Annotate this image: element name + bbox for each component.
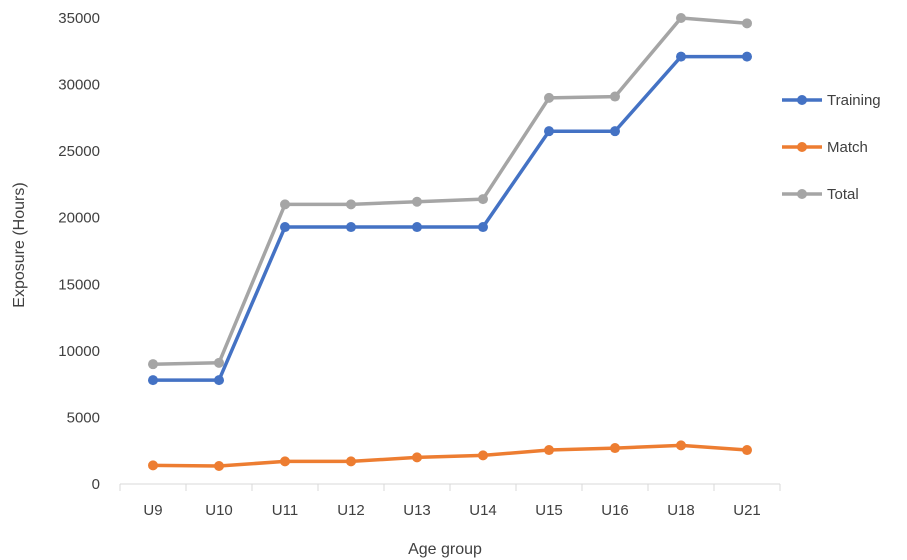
point-training: [742, 51, 752, 62]
y-tick-label: 10000: [58, 343, 100, 360]
legend: Training Match Total: [782, 92, 881, 203]
point-total: [280, 199, 290, 210]
y-tick-label: 35000: [58, 10, 100, 27]
legend-marker-match: [797, 142, 807, 152]
y-tick-label: 30000: [58, 77, 100, 94]
point-total: [346, 199, 356, 210]
y-tick-label: 0: [92, 476, 100, 493]
x-axis: U9 U10 U11 U12 U13 U14 U15 U16 U18 U21: [119, 483, 781, 519]
point-training: [676, 51, 686, 62]
point-match: [610, 443, 620, 454]
point-total: [544, 92, 554, 103]
point-training: [544, 126, 554, 137]
y-tick-label: 25000: [58, 143, 100, 160]
y-tick-label: 5000: [67, 409, 100, 426]
point-match: [544, 445, 554, 456]
point-training: [214, 375, 224, 386]
x-tick-label: U18: [667, 502, 695, 519]
point-match: [478, 450, 488, 461]
point-match: [412, 452, 422, 463]
x-tick-label: U14: [469, 502, 497, 519]
x-tick-label: U13: [403, 502, 431, 519]
legend-label-match: Match: [827, 139, 868, 156]
legend-marker-training: [797, 95, 807, 105]
point-training: [478, 222, 488, 233]
x-tick-label: U15: [535, 502, 563, 519]
x-tick-label: U12: [337, 502, 365, 519]
plot-series: [148, 13, 752, 472]
y-tick-label: 15000: [58, 276, 100, 293]
point-total: [214, 357, 224, 368]
point-training: [412, 222, 422, 233]
point-total: [148, 359, 158, 370]
point-training: [346, 222, 356, 233]
point-match: [214, 461, 224, 472]
y-axis-title: Exposure (Hours): [11, 182, 28, 307]
y-tick-label: 20000: [58, 210, 100, 227]
x-tick-label: U9: [143, 502, 162, 519]
x-axis-title: Age group: [408, 541, 482, 558]
point-total: [676, 13, 686, 23]
point-match: [742, 445, 752, 456]
point-match: [280, 456, 290, 467]
point-match: [676, 440, 686, 451]
point-match: [148, 460, 158, 471]
y-axis-ticks: 0 5000 10000 15000 20000 25000 30000 35000: [58, 10, 100, 493]
legend-label-training: Training: [827, 92, 881, 109]
point-training: [280, 222, 290, 233]
legend-label-total: Total: [827, 186, 859, 203]
point-training: [148, 375, 158, 386]
point-total: [412, 196, 422, 207]
point-total: [478, 194, 488, 205]
series-line-training: [153, 54, 747, 382]
x-tick-label: U11: [272, 502, 298, 519]
point-match: [346, 456, 356, 467]
series-line-total: [152, 16, 748, 366]
legend-marker-total: [797, 189, 807, 199]
point-training: [610, 126, 620, 137]
point-total: [610, 91, 620, 102]
x-tick-label: U10: [205, 502, 233, 519]
point-total: [742, 18, 752, 29]
x-tick-label: U21: [733, 502, 761, 519]
series-line-match: [152, 443, 748, 468]
x-tick-label: U16: [601, 502, 629, 519]
